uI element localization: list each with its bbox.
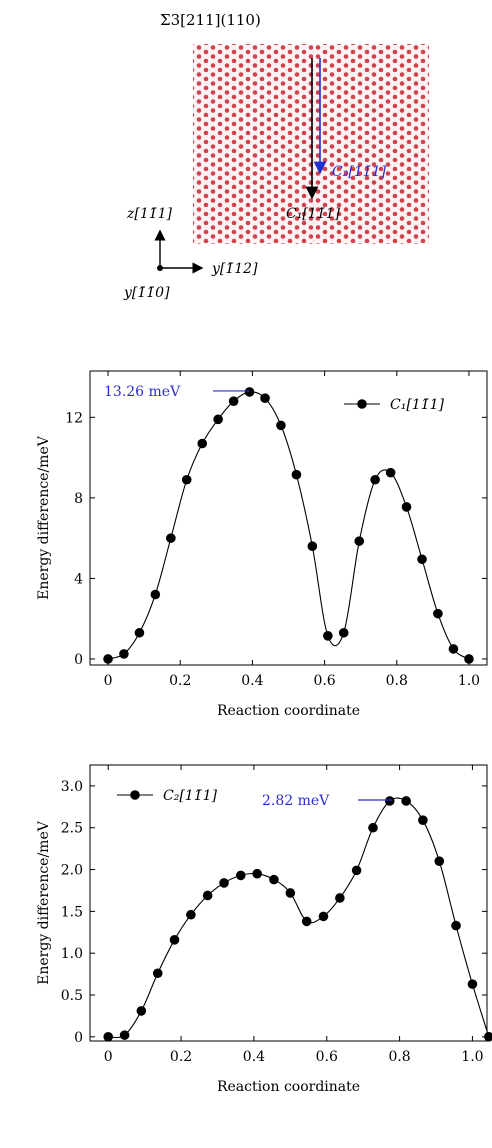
data-point (197, 438, 208, 449)
data-point (385, 467, 396, 478)
plot-frame (89, 370, 488, 666)
data-point (103, 1032, 114, 1042)
y-axis-label: Energy difference/meV (36, 820, 52, 985)
y-axis-label: Energy difference/meV (36, 435, 52, 600)
data-point (318, 911, 329, 922)
x-tick-label: 0.4 (243, 1049, 265, 1065)
legend-marker (130, 790, 140, 800)
axis-y-label: y[1̄12] (211, 261, 258, 277)
data-point (484, 1032, 492, 1042)
y-tick-label: 2.5 (61, 821, 83, 837)
x-axis-label: Reaction coordinate (217, 1079, 360, 1095)
data-point (136, 1006, 147, 1016)
data-point (150, 589, 161, 600)
x-tick-label: 0.2 (170, 1049, 192, 1065)
data-point (323, 631, 333, 641)
data-point (417, 554, 427, 565)
x-tick-label: 0.2 (169, 673, 191, 689)
legend-marker (357, 399, 367, 409)
plot-frame (89, 764, 488, 1042)
data-point (307, 541, 318, 551)
data-point (354, 536, 365, 546)
data-point (219, 878, 229, 888)
x-tick-label: 0 (104, 1049, 113, 1065)
c2-arrow-label: C₂[11̄1] (332, 164, 387, 180)
data-point (351, 865, 362, 876)
x-tick-label: 0 (104, 673, 113, 689)
data-point (401, 502, 412, 512)
data-point (451, 920, 461, 931)
annotation-label: 2.82 meV (262, 793, 330, 809)
x-tick-label: 0.6 (316, 1049, 338, 1065)
data-point (228, 396, 239, 407)
y-tick-label: 0 (74, 652, 83, 668)
data-point (291, 469, 302, 480)
y-tick-label: 4 (74, 571, 83, 587)
data-point (134, 627, 145, 638)
y-tick-label: 1.5 (61, 904, 83, 920)
series-line (107, 391, 470, 660)
axis-z-label: z[11̄1] (126, 206, 173, 222)
legend-label: C₁[11̄1] (390, 397, 445, 413)
data-point (169, 935, 180, 945)
x-tick-label: 1.0 (461, 1049, 483, 1065)
y-tick-label: 3.0 (61, 779, 83, 795)
data-point (285, 888, 296, 898)
data-point (166, 533, 176, 543)
data-point (186, 909, 196, 920)
data-point (464, 654, 474, 664)
data-point (244, 387, 255, 397)
data-point (103, 654, 113, 664)
data-point (418, 815, 428, 825)
chart-c2: 0 0.2 0.4 0.6 0.8 1.0 0 0.5 1.0 1.5 2.0 2.5 3.0 React… (36, 764, 492, 1095)
y-tick-label: 12 (65, 410, 83, 426)
coordinate-axes (154, 229, 204, 274)
x-tick-label: 1.0 (458, 673, 480, 689)
data-point (384, 796, 395, 806)
data-point (433, 608, 443, 619)
x-tick-label: 0.8 (388, 1049, 410, 1065)
y-tick-label: 0 (74, 1030, 83, 1046)
annotation-label: 13.26 meV (104, 384, 181, 400)
data-point (448, 644, 459, 654)
data-point (338, 627, 349, 638)
legend-label: C₂[11̄1] (163, 788, 218, 804)
data-point (368, 822, 378, 833)
y-tick-label: 0.5 (61, 988, 83, 1004)
chart-c1: 0 0.2 0.4 0.6 0.8 1.0 0 4 8 12 Reaction coordinate… (36, 370, 488, 719)
data-point (370, 474, 380, 485)
x-tick-label: 0.8 (386, 673, 408, 689)
series-line (108, 797, 490, 1039)
data-point (301, 916, 312, 927)
data-point (152, 968, 163, 979)
x-tick-label: 0.6 (313, 673, 335, 689)
data-point (235, 870, 246, 881)
x-tick-label: 0.4 (241, 673, 263, 689)
data-point (119, 649, 129, 659)
y-tick-label: 8 (74, 491, 83, 507)
y-tick-label: 2.0 (61, 863, 83, 879)
axis-x-label: y[1̄1̄0] (123, 285, 170, 301)
data-point (434, 856, 445, 866)
c1-arrow-label: C₁[11̄1] (286, 206, 341, 222)
structure-title: Σ3[211](110) (160, 11, 261, 29)
data-point (260, 393, 270, 403)
data-point (335, 893, 345, 903)
data-point (119, 1030, 130, 1040)
data-point (213, 414, 223, 425)
y-tick-label: 1.0 (61, 946, 83, 962)
data-point (401, 796, 411, 806)
x-axis-label: Reaction coordinate (217, 703, 360, 719)
data-point (467, 979, 478, 989)
atomic-structure-image (193, 44, 429, 244)
data-point (276, 420, 286, 431)
data-point (252, 868, 262, 879)
data-point (269, 874, 279, 885)
data-point (202, 890, 213, 901)
data-point (181, 474, 192, 485)
